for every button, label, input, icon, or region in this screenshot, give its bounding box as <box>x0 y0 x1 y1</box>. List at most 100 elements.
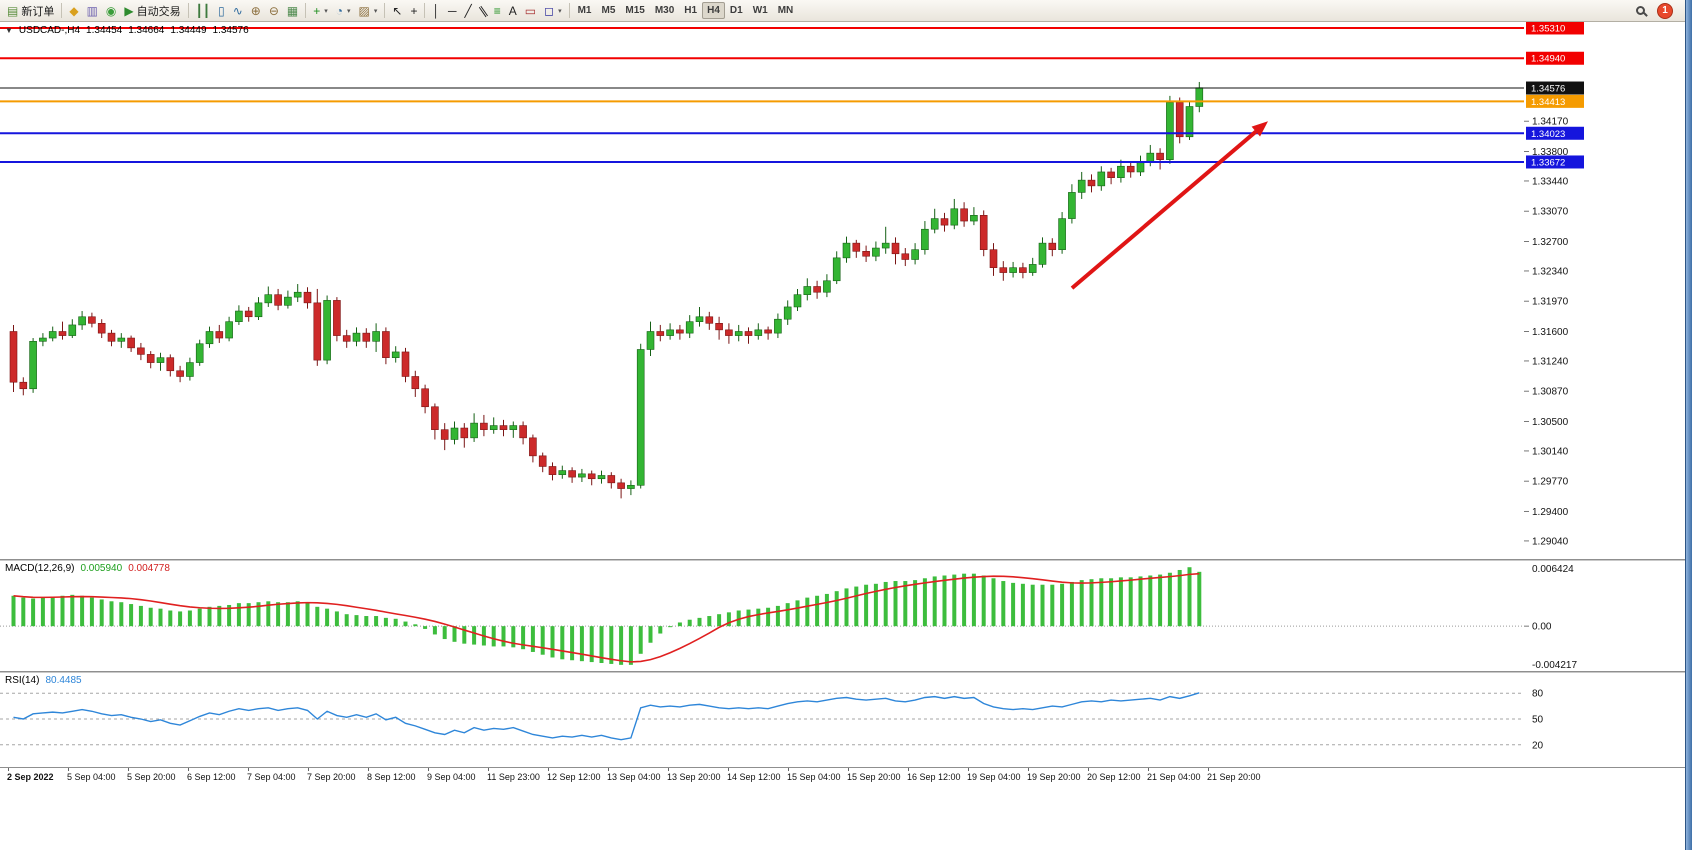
vertical-scrollbar[interactable] <box>1685 0 1692 850</box>
svg-text:1.29770: 1.29770 <box>1532 477 1569 488</box>
market-depth-button[interactable]: ▥ <box>83 1 102 20</box>
timeframe-m5[interactable]: M5 <box>601 5 616 16</box>
time-axis: 2 Sep 2022 5 Sep 04:00 5 Sep 20:00 6 Sep 12… <box>0 767 1692 785</box>
toolbar: ▤ 新订单 ◆ ▥ ◉ ▶ 自动交易 ┃┃ ▯ ∿ ⊕ ⊖ ▦ + ▾ ◔ ▾ ▨ ▾ ↖ + │ ─ ╱ ∥ ≡ A ▭ ◻ ▾ M1 M5… <box>0 0 1692 22</box>
time-tick <box>728 768 729 771</box>
macd-histogram <box>11 567 1202 665</box>
metaeditor-icon: ◆ <box>69 3 79 18</box>
svg-text:1.33800: 1.33800 <box>1532 147 1569 158</box>
chevron-down-icon: ▾ <box>558 7 562 15</box>
templates-icon: ▨ <box>358 3 370 18</box>
svg-text:50: 50 <box>1532 715 1544 726</box>
arrowhead-icon <box>1251 121 1268 137</box>
autotrading-label: 自动交易 <box>136 5 181 18</box>
time-label: 13 Sep 20:00 <box>667 772 721 782</box>
time-tick <box>1208 768 1209 771</box>
timeframe-m30[interactable]: M30 <box>654 5 675 16</box>
candlestick-mode-icon: ▯ <box>218 3 225 18</box>
price-label-text: 1.33672 <box>1531 157 1565 168</box>
trendline-button[interactable]: ╱ <box>460 1 475 20</box>
time-tick <box>848 768 849 771</box>
metaeditor-button[interactable]: ◆ <box>65 1 82 20</box>
svg-text:20: 20 <box>1532 740 1544 751</box>
horizontal-line-icon: ─ <box>447 3 457 18</box>
sound-alerts-icon: ◉ <box>105 3 117 18</box>
timeframe-mn[interactable]: MN <box>777 5 794 16</box>
crosshair-button[interactable]: + <box>406 1 421 20</box>
zoom-in-icon: ⊕ <box>250 3 261 18</box>
new-order-button[interactable]: ▤ 新订单 <box>3 1 58 20</box>
candlestick-mode-button[interactable]: ▯ <box>214 1 229 20</box>
panel-separator-macd[interactable] <box>0 559 1692 561</box>
line-chart-mode-icon: ∿ <box>232 3 243 18</box>
market-depth-icon: ▥ <box>86 3 98 18</box>
time-label: 2 Sep 2022 <box>7 772 54 782</box>
cursor-icon: ↖ <box>392 3 403 18</box>
time-label: 5 Sep 04:00 <box>67 772 116 782</box>
autotrading-button[interactable]: ▶ 自动交易 <box>120 1 184 20</box>
notification-badge[interactable]: 1 <box>1657 2 1673 19</box>
bar-chart-mode-icon: ┃┃ <box>195 3 211 18</box>
rsi-canvas[interactable]: 80 50 20 <box>0 673 1692 767</box>
time-tick <box>188 768 189 771</box>
indicators-icon: + <box>313 3 321 18</box>
indicators-button[interactable]: + ▾ <box>309 1 332 20</box>
panel-separator-rsi[interactable] <box>0 671 1692 673</box>
time-tick <box>8 768 9 771</box>
chevron-down-icon: ▾ <box>347 7 351 15</box>
sound-alerts-button[interactable]: ◉ <box>102 1 120 20</box>
time-label: 15 Sep 04:00 <box>787 772 841 782</box>
toolbar-separator <box>61 3 63 18</box>
main-chart-panel[interactable]: 1.34170 1.33800 1.33440 1.33070 1.32700 1.323… <box>0 22 1692 559</box>
search-icon[interactable] <box>1636 6 1645 15</box>
templates-button[interactable]: ▨ ▾ <box>355 1 382 20</box>
price-label-box <box>1526 94 1584 108</box>
macd-panel[interactable]: 0.006424 0.00 -0.004217 MACD(12,26,9) 0.00… <box>0 561 1692 671</box>
time-label: 15 Sep 20:00 <box>847 772 901 782</box>
horizontal-line-button[interactable]: ─ <box>444 1 461 20</box>
vertical-line-button[interactable]: │ <box>428 1 444 20</box>
price-label-text: 1.34413 <box>1531 97 1565 108</box>
time-tick <box>668 768 669 771</box>
equidistant-channel-button[interactable]: ∥ <box>476 1 490 20</box>
price-chart-canvas[interactable]: 1.34170 1.33800 1.33440 1.33070 1.32700 1.323… <box>0 22 1692 559</box>
time-tick <box>68 768 69 771</box>
zoom-in-button[interactable]: ⊕ <box>247 1 265 20</box>
macd-canvas[interactable]: 0.006424 0.00 -0.004217 <box>0 561 1692 671</box>
time-tick <box>128 768 129 771</box>
cursor-button[interactable]: ↖ <box>388 1 406 20</box>
tile-windows-button[interactable]: ▦ <box>283 1 302 20</box>
line-chart-mode-button[interactable]: ∿ <box>229 1 247 20</box>
time-label: 6 Sep 12:00 <box>187 772 236 782</box>
shapes-button[interactable]: ◻ ▾ <box>540 1 565 20</box>
time-tick <box>1148 768 1149 771</box>
one-click-trading-arrow-icon[interactable]: ▼ <box>5 26 13 35</box>
bar-chart-mode-button[interactable]: ┃┃ <box>192 1 214 20</box>
text-tool-button[interactable]: A <box>505 1 521 20</box>
price-axis: 1.34170 1.33800 1.33440 1.33070 1.32700 1.323… <box>1524 117 1569 547</box>
timeframe-m15[interactable]: M15 <box>625 5 645 16</box>
timeframe-h4[interactable]: H4 <box>702 2 725 19</box>
price-label-text: 1.35310 <box>1531 23 1565 34</box>
price-label-text: 1.34023 <box>1531 129 1565 140</box>
time-tick <box>608 768 609 771</box>
zoom-out-button[interactable]: ⊖ <box>265 1 283 20</box>
timeframe-d1[interactable]: D1 <box>729 5 743 16</box>
timeframe-w1[interactable]: W1 <box>752 5 768 16</box>
toolbar-separator <box>568 3 570 18</box>
timeframe-h1[interactable]: H1 <box>684 5 698 16</box>
trend-arrow-object[interactable] <box>1070 124 1264 290</box>
rsi-panel[interactable]: 80 50 20 RSI(14) 80.4485 <box>0 673 1692 767</box>
svg-text:1.31600: 1.31600 <box>1532 327 1569 338</box>
shapes-icon: ◻ <box>544 3 555 18</box>
time-tick <box>1028 768 1029 771</box>
time-label: 8 Sep 12:00 <box>367 772 416 782</box>
equidistant-channel-icon: ∥ <box>476 3 490 18</box>
price-label-text: 1.34940 <box>1531 54 1565 65</box>
time-label: 21 Sep 20:00 <box>1207 772 1261 782</box>
periods-button[interactable]: ◔ ▾ <box>332 1 355 20</box>
timeframe-m1[interactable]: M1 <box>577 5 592 16</box>
fibonacci-button[interactable]: ≡ <box>490 1 505 20</box>
arrow-objects-button[interactable]: ▭ <box>521 1 540 20</box>
